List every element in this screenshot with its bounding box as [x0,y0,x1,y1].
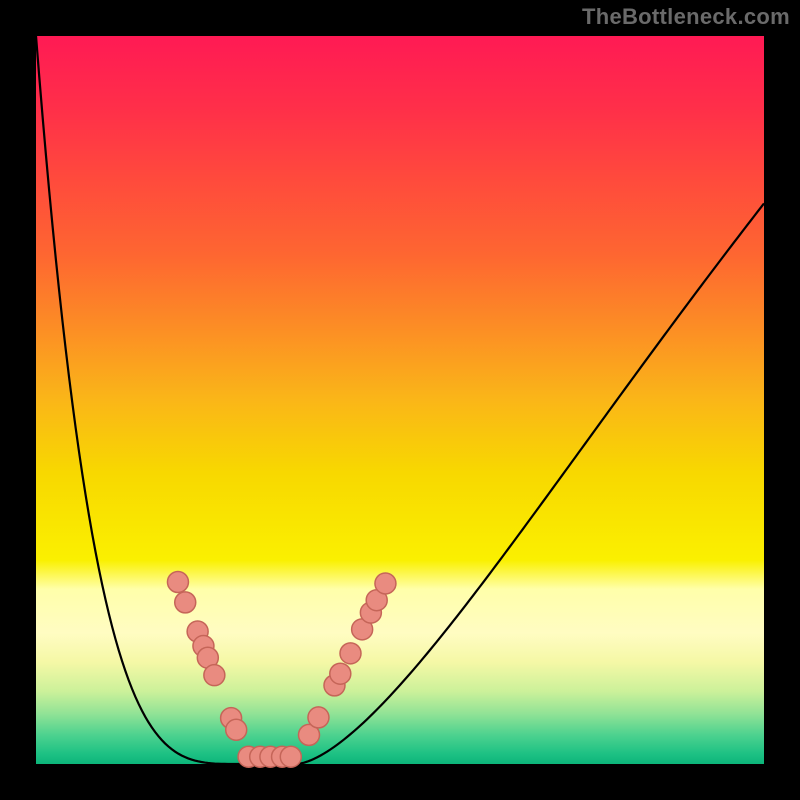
data-marker [175,592,196,613]
bottleneck-chart [0,0,800,800]
data-marker [375,573,396,594]
data-marker [167,572,188,593]
data-marker [330,663,351,684]
plot-area [36,36,764,764]
data-marker [204,665,225,686]
data-marker [308,707,329,728]
data-marker [340,643,361,664]
data-marker [226,719,247,740]
data-marker [280,746,301,767]
